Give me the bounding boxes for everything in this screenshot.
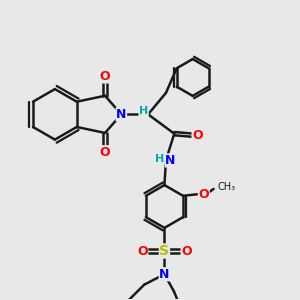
Text: O: O bbox=[100, 70, 110, 83]
Text: S: S bbox=[159, 244, 170, 258]
Text: O: O bbox=[100, 146, 110, 159]
Text: N: N bbox=[116, 108, 127, 121]
Text: N: N bbox=[165, 154, 176, 167]
Text: N: N bbox=[159, 268, 170, 281]
Text: H: H bbox=[139, 106, 148, 116]
Text: O: O bbox=[137, 244, 148, 258]
Text: O: O bbox=[192, 129, 203, 142]
Text: O: O bbox=[199, 188, 209, 201]
Text: O: O bbox=[181, 244, 192, 258]
Text: H: H bbox=[155, 154, 164, 164]
Text: CH₃: CH₃ bbox=[217, 182, 235, 193]
